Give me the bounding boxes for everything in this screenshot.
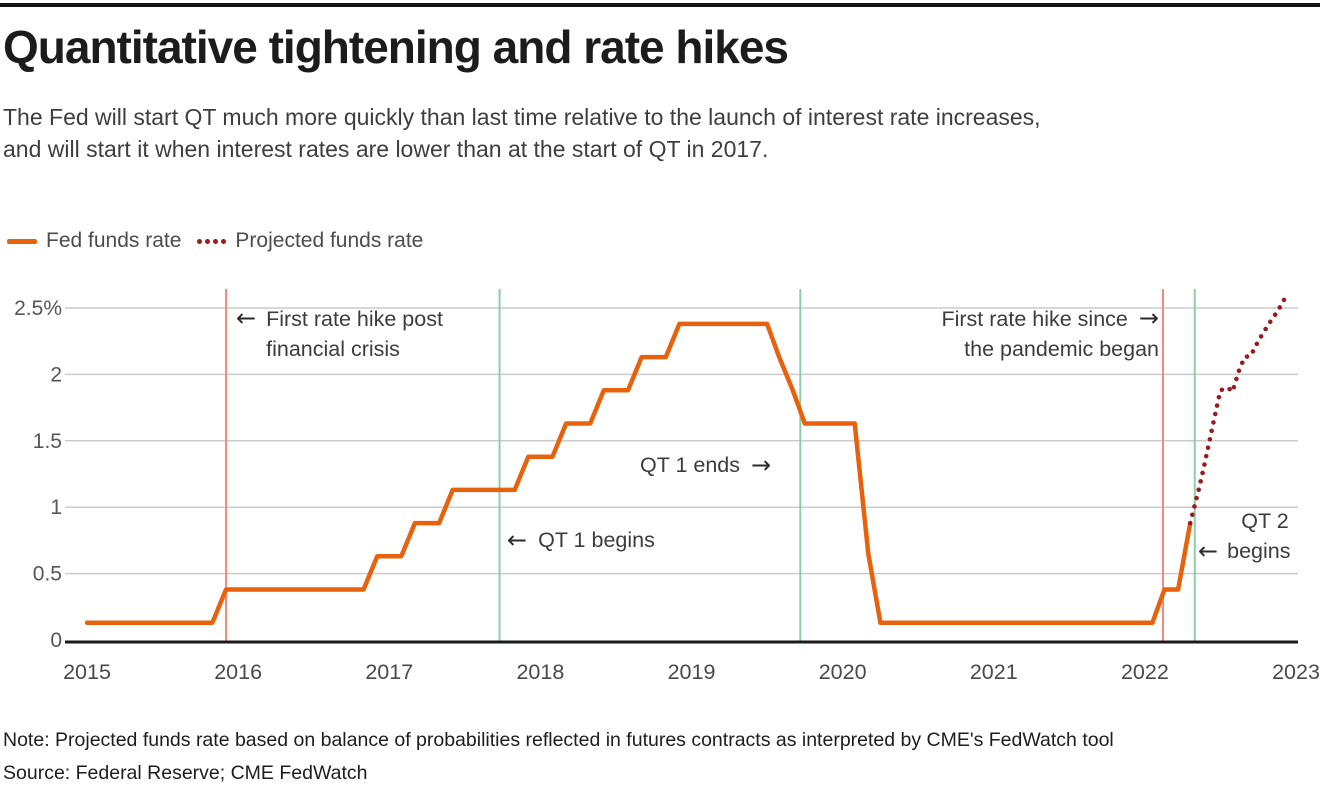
y-axis-tick-label: 1 [50,496,62,519]
y-axis-tick-label: 0 [50,629,62,652]
chart-source: Source: Federal Reserve; CME FedWatch [3,762,368,784]
y-axis-tick-label: 1.5 [33,430,62,453]
legend-item-fed-funds: Fed funds rate [7,229,181,253]
annotation-first-rate-hike-2015: ← First rate hike post financial crisis [236,304,443,364]
annotation-first-rate-hike-pandemic: First rate hike since → the pandemic beg… [941,304,1159,364]
annotation-line: First rate hike post [266,307,443,331]
x-axis-tick-label: 2022 [1121,660,1169,684]
x-axis-tick-label: 2023 [1272,660,1320,684]
annotation-text: QT 1 begins [538,528,655,552]
annotation-qt1-ends: QT 1 ends → [640,450,771,480]
chart-subtitle: The Fed will start QT much more quickly … [3,104,1041,162]
annotation-line: First rate hike since → [941,304,1159,334]
solid-line-swatch-icon [7,238,37,244]
x-axis-tick-label: 2015 [63,660,111,684]
projected-funds-rate-line [1187,295,1288,526]
left-arrow-icon: ← [236,304,257,332]
chart-legend: Fed funds rate Projected funds rate [7,229,423,253]
x-axis-tick-label: 2017 [365,660,413,684]
right-arrow-icon: → [751,451,772,479]
annotation-line: the pandemic began [964,337,1159,361]
x-axis-tick-label: 2020 [819,660,867,684]
annotation-text: First rate hike post financial crisis [266,304,443,364]
x-axis-tick-label: 2016 [214,660,262,684]
legend-item-projected: Projected funds rate [197,229,423,253]
dotted-line-swatch-icon [197,238,227,244]
annotation-qt2-begins: QT 2 ← begins [1198,506,1310,566]
y-axis-tick-label: 0.5 [33,563,62,586]
annotation-text: QT 1 ends [640,453,740,477]
x-axis-tick-label: 2018 [516,660,564,684]
chart-note: Note: Projected funds rate based on bala… [3,729,1114,751]
left-arrow-icon: ← [507,526,528,554]
legend-label: Fed funds rate [46,229,182,252]
top-divider-rule [0,3,1320,7]
x-axis-tick-label: 2021 [970,660,1018,684]
annotation-line: QT 2 [1241,509,1289,533]
fed-funds-rate-line [84,321,1193,625]
left-arrow-icon: ← [1198,537,1219,565]
legend-label: Projected funds rate [235,229,424,252]
annotation-line: financial crisis [266,337,400,361]
y-axis-tick-label: 2 [50,363,62,386]
annotation-text: First rate hike since [941,307,1128,331]
right-arrow-icon: → [1138,304,1159,332]
annotation-line: ← begins [1198,536,1310,566]
annotation-qt1-begins: ← QT 1 begins [507,525,655,555]
page-title: Quantitative tightening and rate hikes [3,21,789,73]
annotation-text: begins [1227,539,1291,563]
y-axis-tick-label: 2.5% [14,297,62,320]
x-axis-tick-label: 2019 [668,660,716,684]
